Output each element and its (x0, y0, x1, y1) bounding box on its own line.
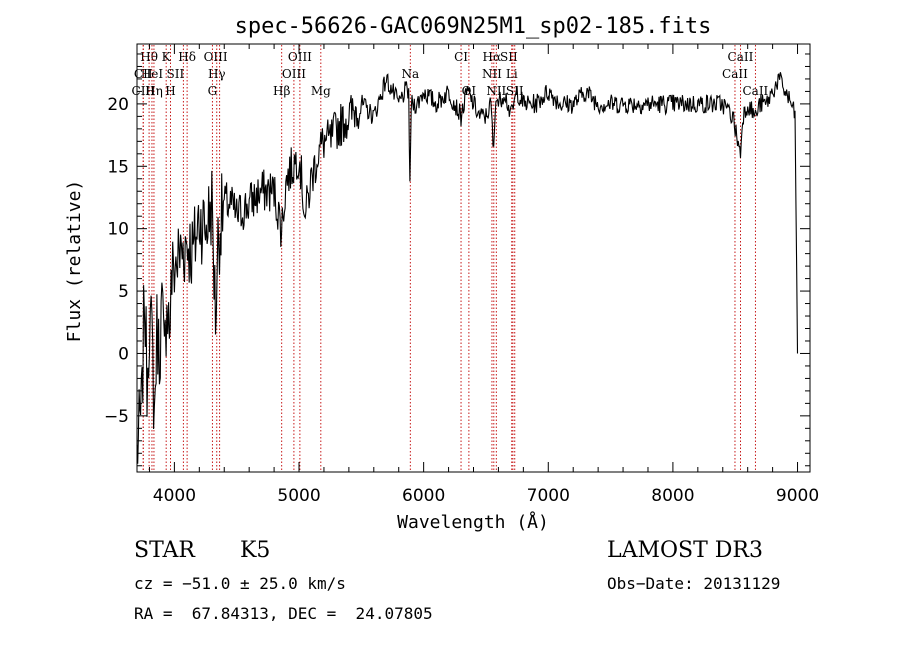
x-axis-label: Wavelength (Å) (397, 511, 549, 533)
line-label-7: H (165, 84, 175, 98)
y-axis-ticks: −5 0 5 10 15 20 (104, 53, 810, 467)
line-label-9: OIII (204, 50, 228, 64)
chart-title: spec-56626-GAC069N25M1_sp02-185.fits (235, 14, 712, 39)
line-label-8: Hδ (178, 50, 196, 64)
y-tick-label-5: 5 (118, 282, 129, 302)
object-subclass: K5 (240, 538, 271, 563)
line-label-22: Li (506, 67, 518, 81)
line-label-17: CI (454, 50, 468, 64)
line-label-6: SII (167, 67, 185, 81)
y-tick-label-0: 0 (118, 344, 129, 364)
x-tick-label-6000: 6000 (402, 486, 445, 506)
x-axis-ticks: 4000 5000 6000 7000 8000 9000 (148, 44, 819, 506)
x-tick-label-7000: 7000 (527, 486, 570, 506)
line-label-15: Mg (311, 84, 331, 98)
line-label-27: CaII (742, 84, 768, 98)
y-axis-label: Flux (relative) (64, 180, 85, 343)
line-label-16: Na (401, 67, 419, 81)
line-label-14: OIII (282, 67, 306, 81)
line-label-13: OIII (288, 50, 312, 64)
x-tick-label-8000: 8000 (651, 486, 694, 506)
y-tick-label--5: −5 (104, 407, 129, 427)
x-tick-label-9000: 9000 (776, 486, 819, 506)
line-label-11: G (208, 84, 218, 98)
line-label-2: HeI (141, 67, 164, 81)
line-label-23: NII (486, 84, 506, 98)
line-label-5: K (162, 50, 172, 64)
line-label-25: CaII (728, 50, 754, 64)
y-tick-label-10: 10 (107, 220, 129, 240)
line-label-24: SII (506, 84, 524, 98)
line-label-26: CaII (722, 67, 748, 81)
line-label-10: Hγ (208, 67, 226, 81)
survey-name: LAMOST DR3 (607, 538, 763, 563)
line-label-12: Hβ (273, 84, 290, 98)
line-label-21: NII (482, 67, 502, 81)
y-tick-label-20: 20 (107, 95, 129, 115)
ra-dec-coordinates: RA = 67.84313, DEC = 24.07805 (134, 604, 433, 623)
line-label-20: SII (500, 50, 518, 64)
y-tick-label-15: 15 (107, 157, 129, 177)
x-tick-label-5000: 5000 (277, 486, 320, 506)
x-tick-label-4000: 4000 (153, 486, 196, 506)
flux-series-line (136, 72, 799, 464)
line-label-4: Hη (145, 84, 163, 98)
redshift-cz: cz = −51.0 ± 25.0 km/s (134, 574, 346, 593)
observation-date: Obs−Date: 20131129 (607, 574, 781, 593)
object-class: STAR (134, 538, 195, 563)
